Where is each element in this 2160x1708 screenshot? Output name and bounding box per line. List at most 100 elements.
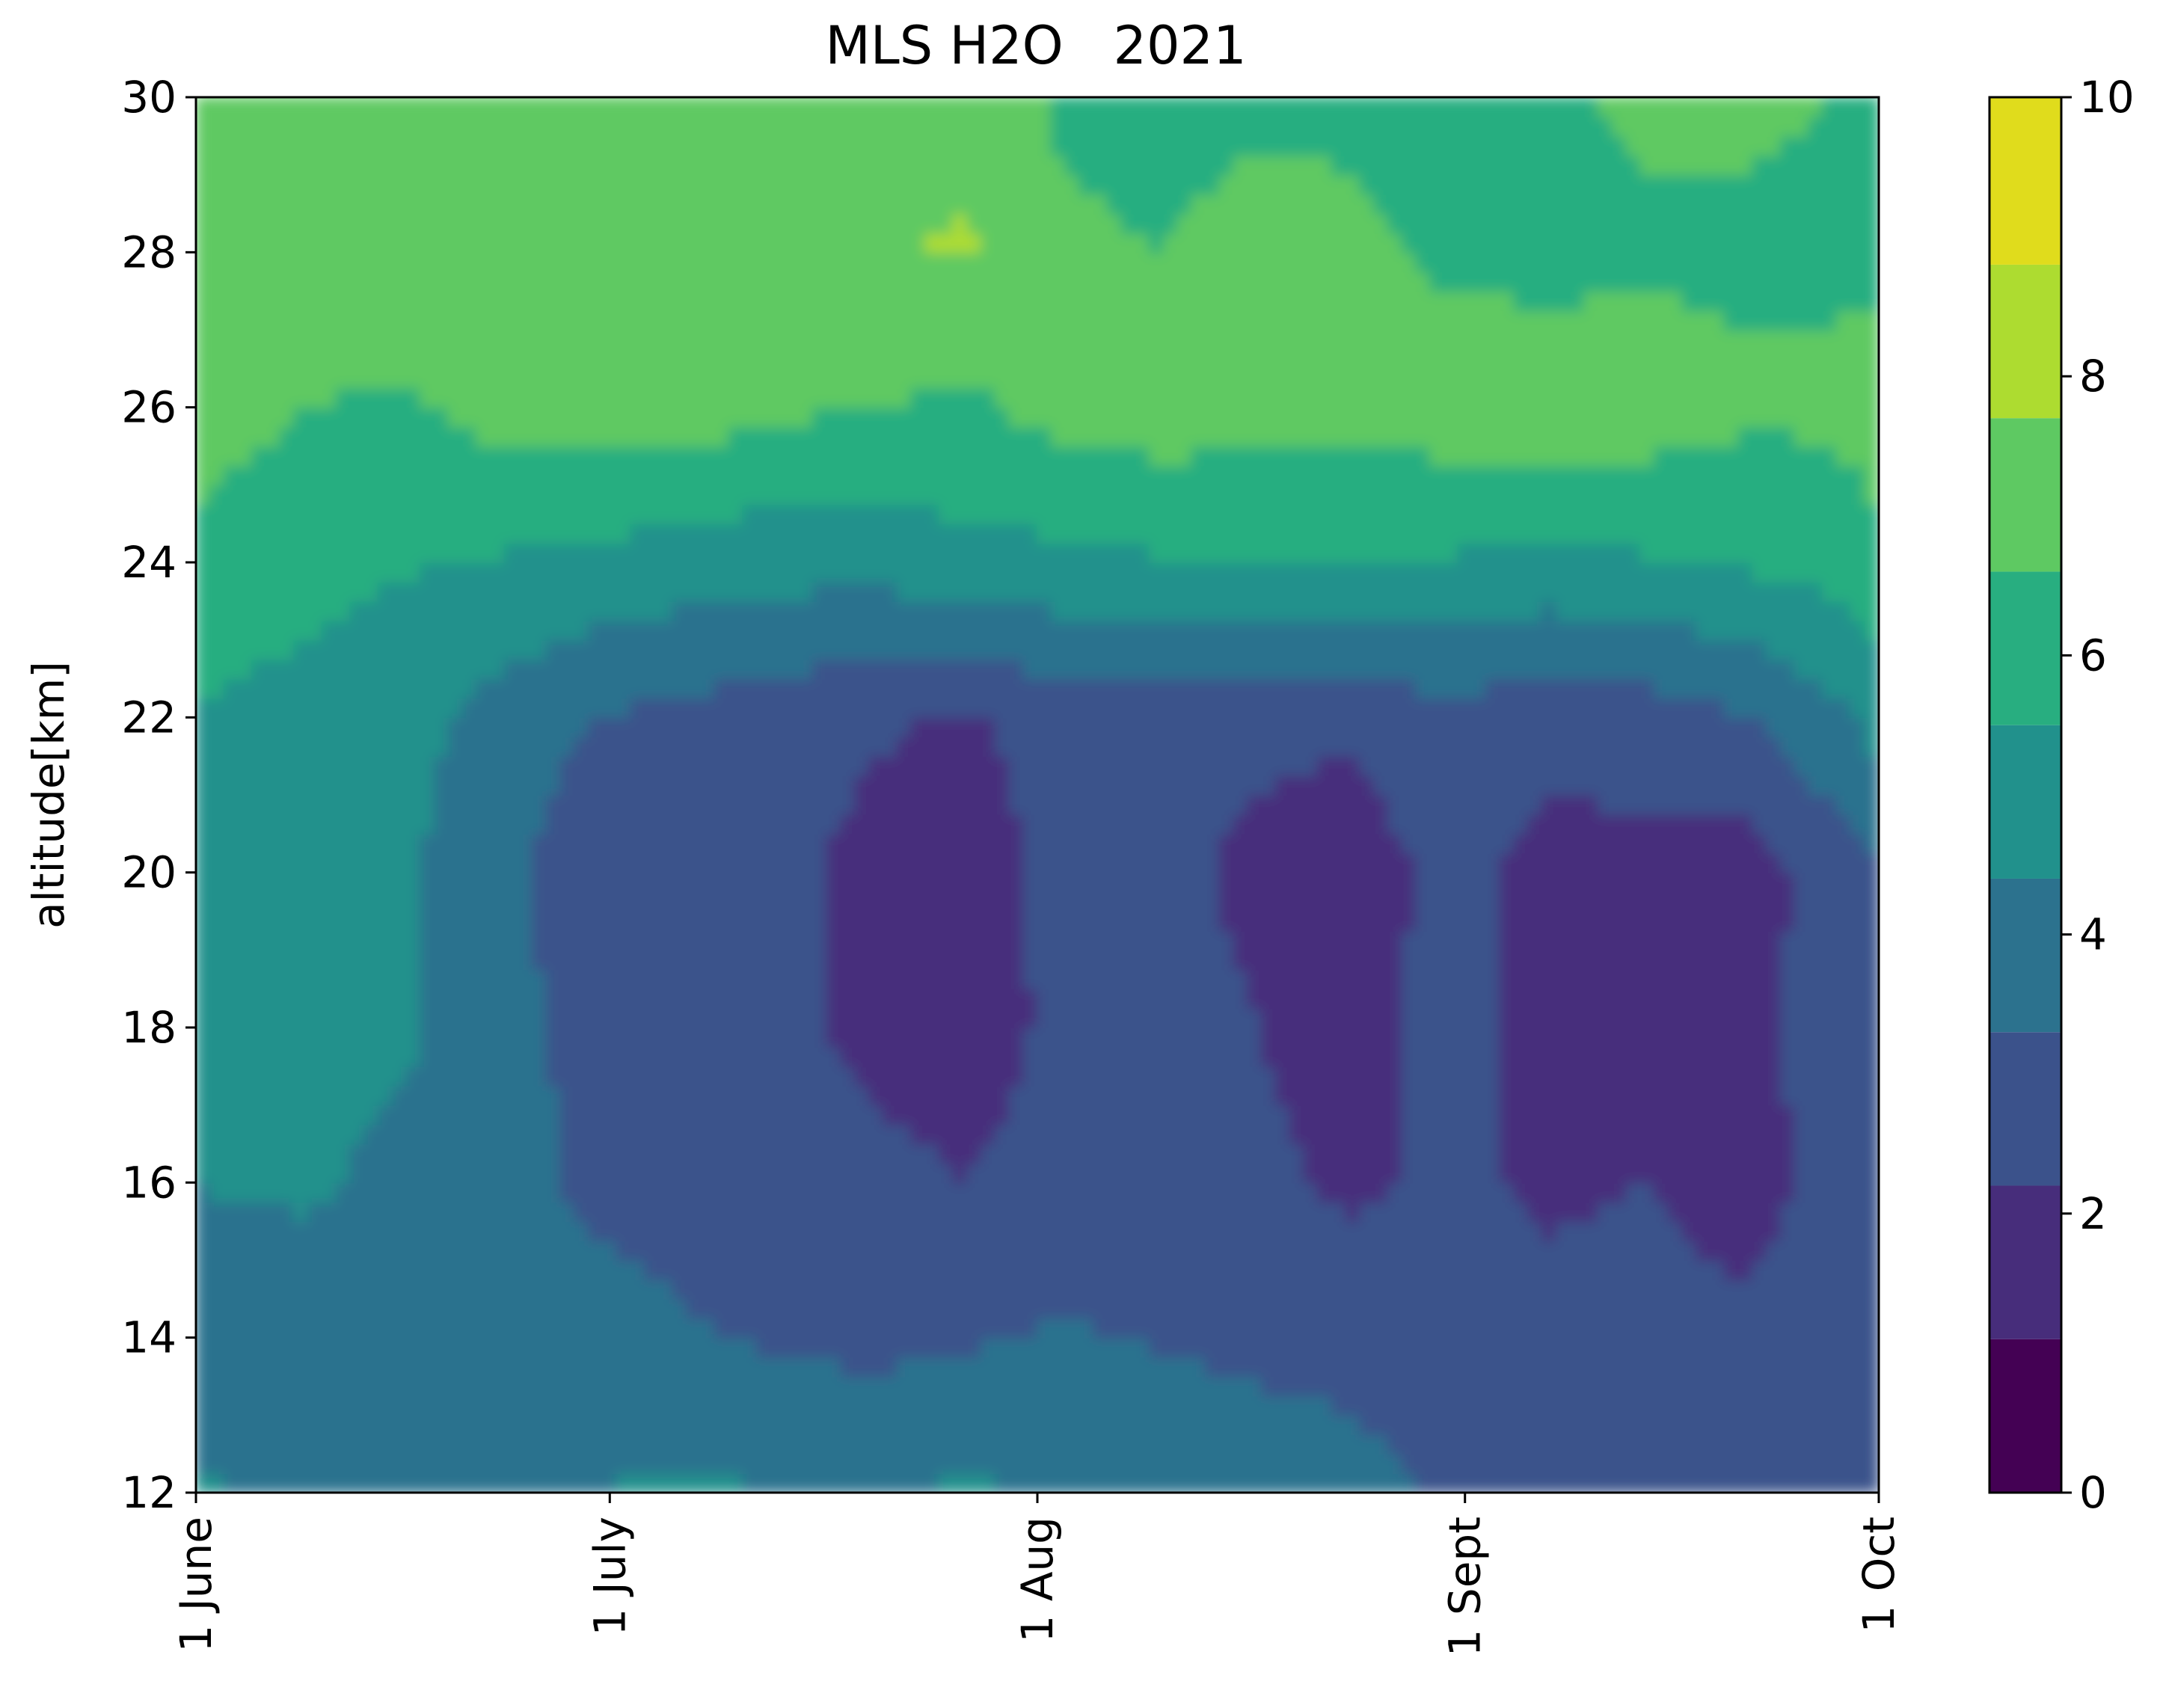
contour-cell bbox=[335, 949, 352, 971]
contour-cell bbox=[1162, 1375, 1179, 1397]
contour-cell bbox=[601, 1045, 618, 1067]
contour-cell bbox=[854, 1123, 870, 1145]
contour-cell bbox=[377, 1297, 393, 1319]
contour-cell bbox=[1527, 891, 1543, 912]
contour-cell bbox=[223, 1007, 239, 1028]
contour-cell bbox=[784, 697, 800, 719]
contour-cell bbox=[1303, 775, 1319, 796]
contour-cell bbox=[1752, 1259, 1767, 1280]
contour-cell bbox=[630, 1453, 645, 1475]
contour-cell bbox=[237, 1278, 253, 1300]
contour-cell bbox=[1317, 716, 1333, 738]
contour-cell bbox=[518, 1375, 533, 1397]
contour-cell bbox=[1135, 736, 1150, 758]
contour-cell bbox=[1233, 1375, 1249, 1397]
contour-cell bbox=[1373, 1434, 1389, 1455]
contour-cell bbox=[812, 910, 828, 932]
contour-cell bbox=[1247, 1201, 1262, 1223]
contour-cell bbox=[1261, 1434, 1277, 1455]
contour-cell bbox=[630, 1317, 645, 1339]
contour-cell bbox=[251, 1201, 267, 1223]
contour-cell bbox=[714, 775, 730, 796]
contour-cell bbox=[966, 968, 982, 990]
contour-cell bbox=[812, 1182, 828, 1203]
contour-cell bbox=[1191, 1336, 1206, 1358]
contour-cell bbox=[1864, 1414, 1879, 1436]
contour-cell bbox=[1359, 1007, 1375, 1028]
contour-cell bbox=[1289, 1240, 1305, 1261]
contour-cell bbox=[1233, 1143, 1249, 1164]
contour-cell bbox=[840, 968, 856, 990]
contour-cell bbox=[1499, 1375, 1515, 1397]
contour-cell bbox=[461, 832, 477, 854]
contour-cell bbox=[1176, 1240, 1193, 1261]
contour-cell bbox=[1625, 1084, 1642, 1106]
contour-cell bbox=[1218, 871, 1235, 893]
contour-cell bbox=[700, 1356, 716, 1377]
contour-cell bbox=[1261, 1220, 1277, 1242]
contour-cell bbox=[686, 1007, 702, 1028]
contour-cell bbox=[1373, 1162, 1389, 1184]
contour-cell bbox=[1093, 813, 1108, 835]
contour-cell bbox=[1218, 1356, 1235, 1377]
contour-cell bbox=[868, 1065, 884, 1087]
contour-cell bbox=[1555, 1414, 1571, 1436]
contour-cell bbox=[447, 910, 464, 932]
contour-cell bbox=[1218, 755, 1235, 777]
contour-cell bbox=[559, 949, 576, 971]
contour-cell bbox=[1752, 1317, 1767, 1339]
contour-cell bbox=[447, 813, 464, 835]
contour-cell bbox=[672, 1104, 688, 1125]
contour-cell bbox=[1611, 949, 1627, 971]
contour-cell bbox=[489, 949, 506, 971]
contour-cell bbox=[1274, 1201, 1291, 1223]
contour-cell bbox=[840, 1278, 856, 1300]
contour-cell bbox=[1513, 1220, 1530, 1242]
contour-cell bbox=[1191, 1162, 1206, 1184]
contour-cell bbox=[1808, 988, 1823, 1010]
contour-cell bbox=[700, 1104, 716, 1125]
contour-cell bbox=[1289, 949, 1305, 971]
contour-cell bbox=[1808, 1259, 1823, 1280]
contour-cell bbox=[686, 1220, 702, 1242]
contour-cell bbox=[1218, 988, 1235, 1010]
contour-cell bbox=[447, 1278, 464, 1300]
contour-cell bbox=[518, 716, 533, 738]
contour-cell bbox=[742, 949, 758, 971]
contour-cell bbox=[812, 1007, 828, 1028]
contour-cell bbox=[1247, 1297, 1262, 1319]
contour-cell bbox=[854, 1356, 870, 1377]
contour-cell bbox=[1191, 813, 1206, 835]
contour-cell bbox=[1569, 813, 1586, 835]
contour-cell bbox=[1415, 813, 1431, 835]
contour-cell bbox=[882, 736, 898, 758]
contour-cell bbox=[433, 1472, 450, 1493]
contour-cell bbox=[293, 716, 309, 738]
contour-cell bbox=[588, 852, 604, 873]
contour-cell bbox=[1443, 794, 1459, 815]
contour-cell bbox=[420, 794, 435, 815]
contour-cell bbox=[1261, 930, 1277, 951]
contour-cell bbox=[1569, 1162, 1586, 1184]
contour-cell bbox=[1681, 794, 1698, 815]
contour-cell bbox=[981, 678, 996, 699]
contour-cell bbox=[1106, 1297, 1123, 1319]
contour-cell bbox=[1654, 1240, 1669, 1261]
contour-cell bbox=[377, 832, 393, 854]
contour-cell bbox=[1106, 716, 1123, 738]
contour-cell bbox=[1752, 1123, 1767, 1145]
contour-cell bbox=[1022, 697, 1038, 719]
contour-cell bbox=[1513, 1182, 1530, 1203]
contour-cell bbox=[532, 910, 547, 932]
contour-cell bbox=[630, 1143, 645, 1164]
contour-cell bbox=[1303, 1240, 1319, 1261]
contour-cell bbox=[559, 1065, 576, 1087]
contour-cell bbox=[1569, 1414, 1586, 1436]
contour-cell bbox=[349, 1065, 365, 1087]
contour-cell bbox=[545, 949, 562, 971]
contour-cell bbox=[728, 832, 744, 854]
contour-cell bbox=[994, 1162, 1010, 1184]
contour-cell bbox=[1022, 1240, 1038, 1261]
contour-cell bbox=[952, 678, 969, 699]
contour-cell bbox=[1598, 910, 1613, 932]
